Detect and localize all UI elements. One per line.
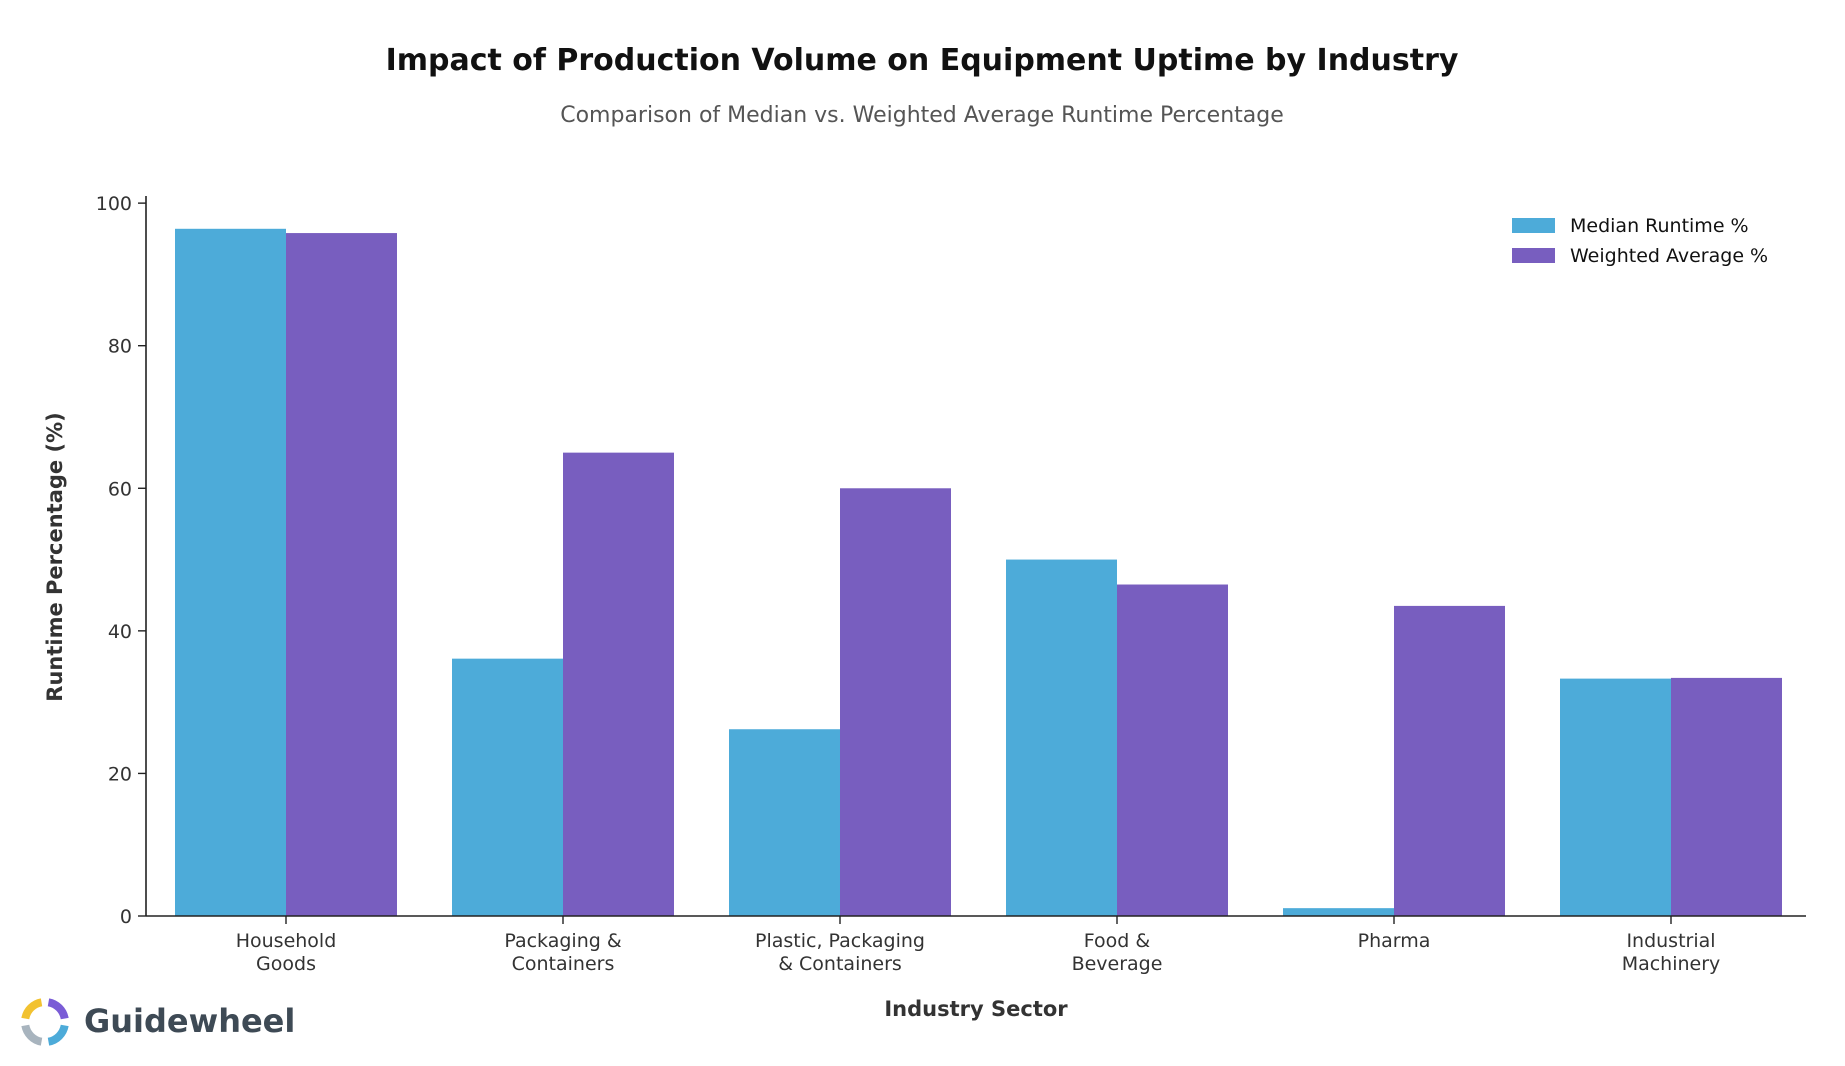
x-axis-label: Industry Sector	[884, 997, 1068, 1021]
x-tick-label-3: Food & Beverage	[1072, 930, 1163, 975]
x-ticks-layer: Household Goods Packaging & Containers Plast…	[236, 916, 1721, 975]
legend-swatch-0	[1512, 218, 1555, 233]
bar-median-1	[452, 658, 563, 916]
bar-weighted-2	[840, 488, 951, 916]
bar-median-2	[729, 729, 840, 916]
guidewheel-logo-icon	[21, 998, 69, 1046]
logo-segment-3	[21, 1024, 43, 1046]
legend-label-0: Median Runtime %	[1570, 215, 1749, 237]
bar-weighted-5	[1671, 677, 1782, 916]
y-axis-label: Runtime Percentage (%)	[43, 412, 67, 701]
logo-segment-2	[47, 1024, 69, 1046]
y-tick-label-100: 100	[96, 193, 132, 215]
y-tick-label-40: 40	[108, 621, 132, 643]
bar-weighted-4	[1394, 605, 1505, 916]
bar-weighted-1	[563, 452, 674, 916]
y-tick-label-0: 0	[120, 906, 132, 928]
y-ticks-layer: 0 20 40 60 80 100	[96, 193, 146, 928]
x-tick-label-1: Packaging & Containers	[504, 930, 621, 975]
x-tick-label-2: Plastic, Packaging & Containers	[755, 930, 925, 975]
y-tick-label-60: 60	[108, 478, 132, 500]
bar-weighted-3	[1117, 584, 1228, 916]
x-tick-label-0: Household Goods	[236, 930, 337, 975]
legend-label-1: Weighted Average %	[1570, 245, 1768, 267]
bar-median-0	[175, 228, 286, 916]
logo-segment-0	[21, 998, 43, 1020]
x-tick-label-4: Pharma	[1358, 930, 1431, 952]
bar-weighted-0	[286, 233, 397, 916]
x-tick-label-5: Industrial Machinery	[1622, 930, 1721, 975]
guidewheel-logo-text: Guidewheel	[84, 1002, 295, 1040]
bars-layer	[175, 228, 1782, 916]
y-tick-label-20: 20	[108, 763, 132, 785]
chart-title: Impact of Production Volume on Equipment…	[386, 43, 1459, 78]
guidewheel-logo: Guidewheel	[21, 998, 295, 1046]
legend-swatch-1	[1512, 248, 1555, 263]
y-tick-label-80: 80	[108, 336, 132, 358]
bar-median-3	[1006, 559, 1117, 916]
bar-median-4	[1283, 908, 1394, 916]
bar-median-5	[1560, 678, 1671, 916]
chart-subtitle: Comparison of Median vs. Weighted Averag…	[560, 103, 1284, 128]
legend: Median Runtime % Weighted Average %	[1512, 215, 1768, 267]
logo-segment-1	[47, 998, 69, 1020]
